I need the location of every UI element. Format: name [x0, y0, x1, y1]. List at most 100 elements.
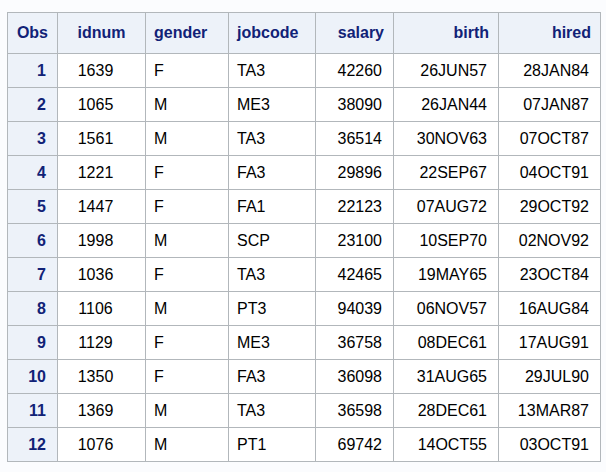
cell-birth: 19MAY65 — [394, 258, 499, 292]
cell-gender: F — [146, 54, 229, 88]
cell-idnum: 1221 — [58, 156, 146, 190]
column-header-salary: salary — [316, 13, 394, 54]
cell-salary: 42260 — [316, 54, 394, 88]
cell-gender: M — [146, 122, 229, 156]
cell-jobcode: SCP — [229, 224, 316, 258]
cell-idnum: 1998 — [58, 224, 146, 258]
cell-jobcode: TA3 — [229, 394, 316, 428]
obs-cell: 11 — [8, 394, 58, 428]
cell-salary: 36098 — [316, 360, 394, 394]
table-row: 121076MPT16974214OCT5503OCT91 — [8, 428, 601, 462]
cell-birth: 26JUN57 — [394, 54, 499, 88]
cell-hired: 17AUG91 — [499, 326, 601, 360]
obs-cell: 8 — [8, 292, 58, 326]
table-row: 81106MPT39403906NOV5716AUG84 — [8, 292, 601, 326]
cell-gender: M — [146, 428, 229, 462]
obs-cell: 5 — [8, 190, 58, 224]
table-row: 21065MME33809026JAN4407JAN87 — [8, 88, 601, 122]
obs-cell: 3 — [8, 122, 58, 156]
cell-idnum: 1106 — [58, 292, 146, 326]
cell-idnum: 1369 — [58, 394, 146, 428]
cell-jobcode: TA3 — [229, 258, 316, 292]
obs-cell: 7 — [8, 258, 58, 292]
cell-hired: 29OCT92 — [499, 190, 601, 224]
obs-cell: 2 — [8, 88, 58, 122]
table-row: 11639FTA34226026JUN5728JAN84 — [8, 54, 601, 88]
cell-birth: 10SEP70 — [394, 224, 499, 258]
cell-salary: 36514 — [316, 122, 394, 156]
cell-gender: F — [146, 360, 229, 394]
cell-salary: 22123 — [316, 190, 394, 224]
table-row: 51447FFA12212307AUG7229OCT92 — [8, 190, 601, 224]
obs-cell: 1 — [8, 54, 58, 88]
cell-hired: 02NOV92 — [499, 224, 601, 258]
table-row: 111369MTA33659828DEC6113MAR87 — [8, 394, 601, 428]
cell-birth: 08DEC61 — [394, 326, 499, 360]
cell-salary: 94039 — [316, 292, 394, 326]
cell-birth: 06NOV57 — [394, 292, 499, 326]
header-row: Obsidnumgenderjobcodesalarybirthhired — [8, 13, 601, 54]
cell-birth: 30NOV63 — [394, 122, 499, 156]
cell-hired: 16AUG84 — [499, 292, 601, 326]
obs-cell: 9 — [8, 326, 58, 360]
cell-idnum: 1129 — [58, 326, 146, 360]
column-header-birth: birth — [394, 13, 499, 54]
cell-jobcode: ME3 — [229, 326, 316, 360]
cell-idnum: 1076 — [58, 428, 146, 462]
cell-jobcode: FA3 — [229, 360, 316, 394]
table-row: 71036FTA34246519MAY6523OCT84 — [8, 258, 601, 292]
cell-idnum: 1639 — [58, 54, 146, 88]
cell-gender: F — [146, 258, 229, 292]
sas-output-page: Obsidnumgenderjobcodesalarybirthhired 11… — [0, 0, 606, 472]
cell-jobcode: FA1 — [229, 190, 316, 224]
cell-jobcode: TA3 — [229, 54, 316, 88]
table-row: 41221FFA32989622SEP6704OCT91 — [8, 156, 601, 190]
cell-hired: 07OCT87 — [499, 122, 601, 156]
cell-idnum: 1036 — [58, 258, 146, 292]
cell-birth: 22SEP67 — [394, 156, 499, 190]
proc-print-results-table: Obsidnumgenderjobcodesalarybirthhired 11… — [7, 12, 601, 462]
column-header-hired: hired — [499, 13, 601, 54]
cell-salary: 42465 — [316, 258, 394, 292]
table-row: 61998MSCP2310010SEP7002NOV92 — [8, 224, 601, 258]
table-row: 31561MTA33651430NOV6307OCT87 — [8, 122, 601, 156]
cell-gender: M — [146, 292, 229, 326]
cell-salary: 36758 — [316, 326, 394, 360]
table-row: 91129FME33675808DEC6117AUG91 — [8, 326, 601, 360]
table-row: 101350FFA33609831AUG6529JUL90 — [8, 360, 601, 394]
cell-idnum: 1447 — [58, 190, 146, 224]
cell-jobcode: TA3 — [229, 122, 316, 156]
cell-salary: 38090 — [316, 88, 394, 122]
cell-hired: 04OCT91 — [499, 156, 601, 190]
cell-salary: 36598 — [316, 394, 394, 428]
obs-cell: 12 — [8, 428, 58, 462]
cell-jobcode: FA3 — [229, 156, 316, 190]
column-header-jobcode: jobcode — [229, 13, 316, 54]
cell-gender: M — [146, 394, 229, 428]
obs-cell: 10 — [8, 360, 58, 394]
cell-gender: F — [146, 156, 229, 190]
cell-birth: 14OCT55 — [394, 428, 499, 462]
column-header-idnum: idnum — [58, 13, 146, 54]
obs-cell: 6 — [8, 224, 58, 258]
cell-hired: 07JAN87 — [499, 88, 601, 122]
cell-gender: M — [146, 88, 229, 122]
cell-birth: 07AUG72 — [394, 190, 499, 224]
cell-idnum: 1561 — [58, 122, 146, 156]
cell-hired: 13MAR87 — [499, 394, 601, 428]
table-body: 11639FTA34226026JUN5728JAN8421065MME3380… — [8, 54, 601, 462]
column-header-gender: gender — [146, 13, 229, 54]
column-header-obs: Obs — [8, 13, 58, 54]
cell-salary: 23100 — [316, 224, 394, 258]
cell-birth: 31AUG65 — [394, 360, 499, 394]
cell-hired: 03OCT91 — [499, 428, 601, 462]
obs-cell: 4 — [8, 156, 58, 190]
cell-hired: 29JUL90 — [499, 360, 601, 394]
cell-birth: 26JAN44 — [394, 88, 499, 122]
cell-hired: 23OCT84 — [499, 258, 601, 292]
cell-idnum: 1350 — [58, 360, 146, 394]
cell-jobcode: ME3 — [229, 88, 316, 122]
cell-salary: 29896 — [316, 156, 394, 190]
cell-hired: 28JAN84 — [499, 54, 601, 88]
cell-birth: 28DEC61 — [394, 394, 499, 428]
